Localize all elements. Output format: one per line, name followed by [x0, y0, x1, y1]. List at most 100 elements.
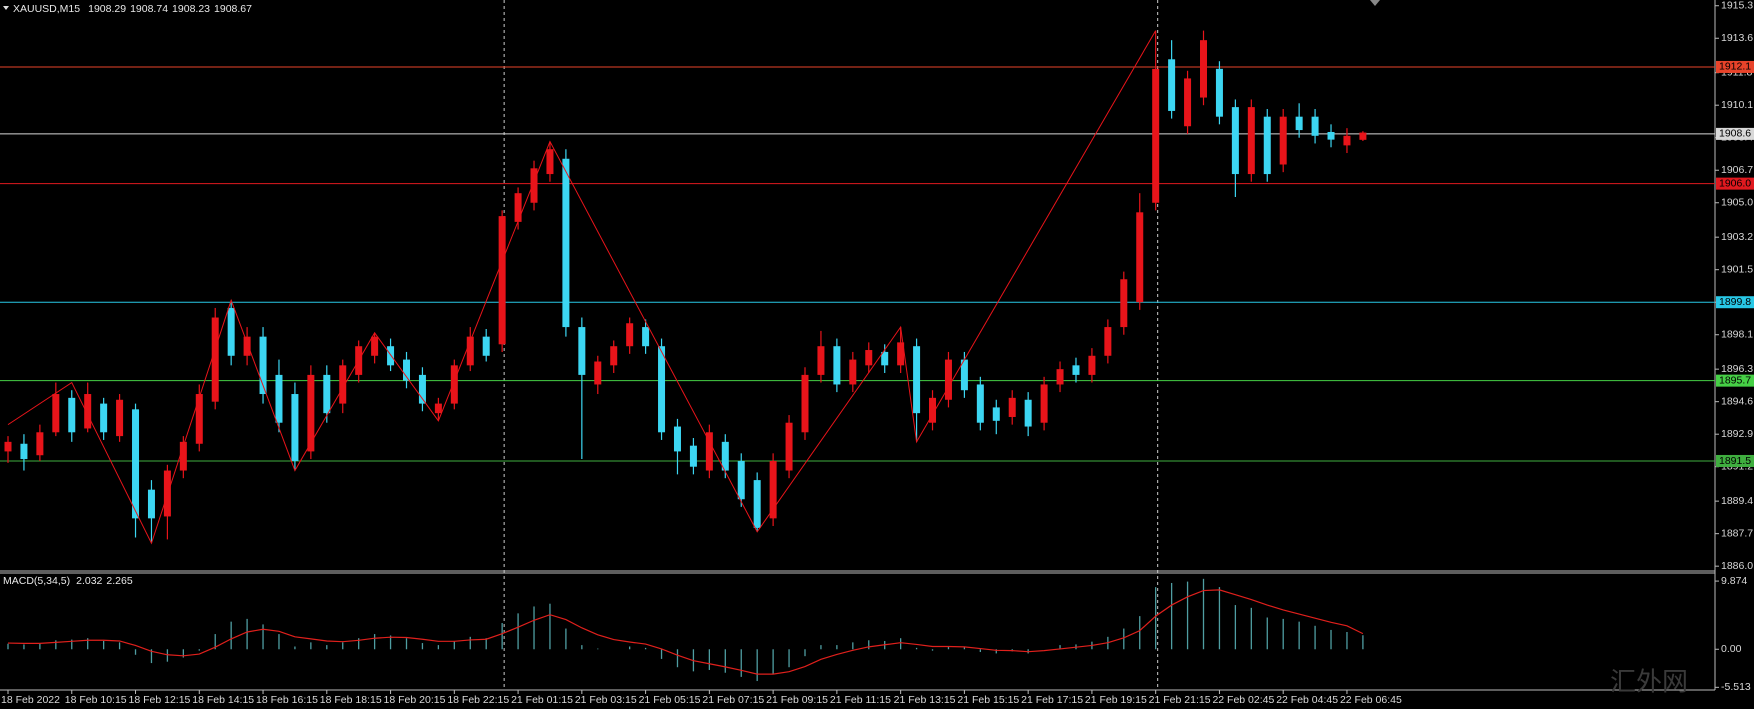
- y-tick-label: 1887.7: [1721, 527, 1753, 539]
- candle-body: [897, 342, 905, 366]
- candle-body: [339, 365, 347, 404]
- candle-body: [211, 317, 219, 402]
- level-label-box: [1716, 296, 1754, 309]
- candle-body: [434, 403, 442, 414]
- candle-body: [227, 307, 235, 356]
- candle-body: [195, 394, 203, 444]
- candle-body: [769, 460, 777, 519]
- symbol-header: XAUUSD,M15 1908.29 1908.74 1908.23 1908.67: [13, 3, 252, 15]
- level-label: 1906.0: [1719, 177, 1751, 189]
- x-tick-label: 22 Feb 06:45: [1340, 694, 1402, 706]
- candle-body: [482, 336, 490, 356]
- candle-body: [562, 158, 570, 328]
- candle-body: [1295, 116, 1303, 131]
- candle-body: [1120, 279, 1128, 328]
- candle-body: [1024, 399, 1032, 427]
- candle-body: [944, 359, 952, 400]
- candle-body: [243, 336, 251, 356]
- candle-body: [785, 422, 793, 471]
- x-tick-label: 22 Feb 04:45: [1276, 694, 1338, 706]
- macd-header: MACD(5,34,5) 2.032 2.265: [3, 575, 133, 587]
- candle-body: [865, 350, 873, 366]
- candle-body: [514, 193, 522, 222]
- level-label-box: [1716, 177, 1754, 190]
- candle-body: [1040, 384, 1048, 423]
- candle-body: [1136, 212, 1144, 303]
- candle-body: [1231, 107, 1239, 175]
- candle-body: [642, 327, 650, 347]
- candle-body: [1247, 107, 1255, 175]
- candle-body: [881, 351, 889, 366]
- x-tick-label: 18 Feb 20:15: [384, 694, 446, 706]
- candle-body: [498, 216, 506, 345]
- candle-body: [52, 394, 60, 433]
- candle-body: [323, 374, 331, 414]
- x-tick-label: 21 Feb 15:15: [957, 694, 1019, 706]
- last-open: 1908.29: [88, 3, 126, 15]
- candle-body: [68, 397, 76, 433]
- candle-body: [147, 489, 155, 519]
- candle-body: [387, 346, 395, 366]
- x-tick-label: 18 Feb 10:15: [65, 694, 127, 706]
- candle-body: [658, 346, 666, 433]
- candle-body: [1343, 135, 1351, 146]
- y-tick-label: 1915.3: [1721, 0, 1753, 12]
- candle-body: [371, 336, 379, 356]
- x-tick-label: 21 Feb 21:15: [1149, 694, 1211, 706]
- candle-body: [737, 460, 745, 500]
- x-tick-label: 18 Feb 22:15: [447, 694, 509, 706]
- last-close: 1908.67: [214, 3, 252, 15]
- candle-body: [403, 359, 410, 381]
- candle-body: [1152, 68, 1160, 203]
- signal-last: 2.265: [106, 575, 132, 587]
- candle-body: [849, 359, 857, 385]
- x-tick-label: 18 Feb 16:15: [256, 694, 318, 706]
- candle-body: [673, 426, 681, 452]
- candle-body: [275, 374, 283, 423]
- y-tick-label: 1905.0: [1721, 197, 1753, 209]
- candle-body: [36, 432, 44, 456]
- candle-body: [1104, 327, 1112, 356]
- candle-body: [801, 374, 809, 433]
- level-label: 1895.7: [1719, 374, 1751, 386]
- macd-title: MACD(5,34,5): [3, 575, 70, 587]
- level-label-box: [1716, 374, 1754, 387]
- candle-body: [721, 441, 729, 471]
- symbol: XAUUSD,M15: [13, 3, 80, 15]
- candle-body: [1168, 59, 1176, 111]
- x-tick-label: 21 Feb 13:15: [894, 694, 956, 706]
- last-high: 1908.74: [130, 3, 168, 15]
- candle-body: [992, 407, 1000, 421]
- candle-body: [1088, 355, 1096, 375]
- candle-body: [179, 441, 187, 471]
- candle-body: [1279, 116, 1287, 165]
- macd-tick-label: -5.513: [1721, 681, 1751, 693]
- macd-tick-label: 9.874: [1721, 575, 1747, 587]
- level-label-box: [1716, 60, 1754, 73]
- x-tick-label: 18 Feb 14:15: [192, 694, 254, 706]
- macd-last: 2.032: [76, 575, 102, 587]
- level-label: 1891.5: [1719, 455, 1751, 467]
- candle-body: [913, 346, 921, 414]
- macd-tick-label: 0.00: [1721, 643, 1742, 655]
- y-tick-label: 1886.0: [1721, 560, 1753, 572]
- candle-body: [610, 346, 618, 366]
- x-tick-label: 18 Feb 18:15: [320, 694, 382, 706]
- signal-line: [7, 589, 1364, 675]
- y-tick-label: 1903.2: [1721, 231, 1753, 243]
- x-tick-label: 21 Feb 19:15: [1085, 694, 1147, 706]
- y-tick-label: 1906.7: [1721, 164, 1753, 176]
- level-label-box: [1716, 454, 1754, 467]
- level-label: 1908.6: [1719, 128, 1751, 140]
- candle-body: [1072, 365, 1080, 375]
- candle-body: [4, 441, 12, 452]
- candle-body: [84, 394, 92, 429]
- y-tick-label: 1898.1: [1721, 329, 1753, 341]
- candle-body: [100, 403, 108, 433]
- level-label: 1912.1: [1719, 61, 1751, 73]
- candle-body: [418, 374, 426, 404]
- candle-body: [1263, 116, 1271, 175]
